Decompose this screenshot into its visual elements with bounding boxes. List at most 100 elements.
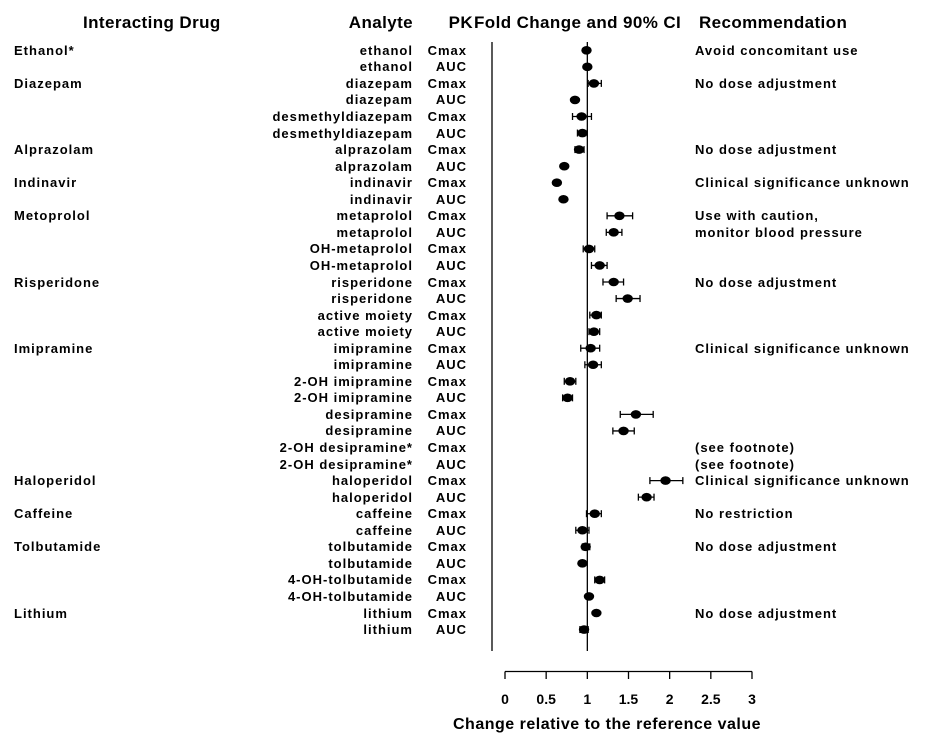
point-estimate xyxy=(577,128,588,138)
point-estimate xyxy=(581,46,592,55)
point-estimate xyxy=(576,112,587,121)
drug-label: Diazepam xyxy=(14,75,83,91)
pk-label: AUC xyxy=(435,224,467,240)
analyte-label: diazepam xyxy=(345,75,413,91)
point-estimate xyxy=(608,228,619,237)
pk-label: AUC xyxy=(435,390,467,406)
point-estimate xyxy=(573,145,585,154)
x-axis-tick-label: 3 xyxy=(748,691,756,707)
point-estimate xyxy=(594,575,605,585)
recommendation-label: No dose adjustment xyxy=(695,539,838,555)
pk-label: Cmax xyxy=(427,109,467,124)
pk-label: Cmax xyxy=(427,406,467,422)
pk-label: AUC xyxy=(435,522,467,538)
drug-label: Imipramine xyxy=(14,340,94,356)
analyte-label: 4-OH-tolbutamide xyxy=(287,572,413,588)
point-estimate xyxy=(562,393,573,403)
analyte-label: metaprolol xyxy=(336,208,413,224)
pk-label: Cmax xyxy=(427,241,467,257)
point-estimate xyxy=(559,161,570,171)
recommendation-label: No dose adjustment xyxy=(695,274,838,290)
pk-label: AUC xyxy=(435,291,467,307)
drug-label: Indinavir xyxy=(14,175,78,191)
analyte-label: desipramine xyxy=(325,406,413,422)
recommendation-label: Clinical significance unknown xyxy=(695,175,910,191)
analyte-label: active moiety xyxy=(317,307,413,323)
recommendation-label: (see footnote) xyxy=(695,440,795,455)
recommendation-label: No dose adjustment xyxy=(695,75,838,91)
recommendation-label: Use with caution, xyxy=(695,208,819,224)
x-axis-tick-label: 1.5 xyxy=(618,691,639,707)
recommendation-label: No dose adjustment xyxy=(695,142,838,158)
pk-label: Cmax xyxy=(427,572,467,588)
drug-label: Metoprolol xyxy=(14,208,91,224)
point-estimate xyxy=(614,211,625,221)
point-estimate xyxy=(594,261,605,270)
pk-label: Cmax xyxy=(427,440,467,455)
pk-label: Cmax xyxy=(427,208,467,224)
point-estimate xyxy=(591,608,602,618)
point-estimate xyxy=(588,327,600,336)
analyte-label: 2-OH imipramine xyxy=(293,390,413,406)
analyte-label: active moiety xyxy=(317,324,413,340)
analyte-label: diazepam xyxy=(345,92,413,108)
pk-label: Cmax xyxy=(427,340,467,356)
drug-label: Caffeine xyxy=(14,506,74,522)
pk-label: Cmax xyxy=(427,373,467,389)
point-estimate xyxy=(589,509,600,518)
point-estimate xyxy=(587,360,599,370)
analyte-label: desipramine xyxy=(325,423,413,439)
analyte-label: desmethyldiazepam xyxy=(272,109,413,124)
pk-label: AUC xyxy=(435,324,467,340)
pk-label: AUC xyxy=(435,257,467,273)
analyte-label: desmethyldiazepam xyxy=(272,125,413,141)
point-estimate xyxy=(585,343,596,353)
pk-label: AUC xyxy=(435,92,467,108)
analyte-label: caffeine xyxy=(355,522,413,538)
recommendation-label: No restriction xyxy=(695,506,794,522)
analyte-label: ethanol xyxy=(359,42,413,58)
analyte-label: indinavir xyxy=(349,191,413,207)
recommendation-label: Clinical significance unknown xyxy=(695,473,910,489)
analyte-label: ethanol xyxy=(359,59,413,75)
pk-label: Cmax xyxy=(427,307,467,323)
point-estimate xyxy=(630,410,642,419)
column-header-recommendation: Recommendation xyxy=(699,13,848,32)
analyte-label: caffeine xyxy=(355,506,413,522)
analyte-label: haloperidol xyxy=(331,473,413,489)
point-estimate xyxy=(577,559,588,568)
pk-label: AUC xyxy=(435,357,467,373)
recommendation-label: No dose adjustment xyxy=(695,605,838,621)
analyte-label: 2-OH desipramine* xyxy=(279,440,413,455)
analyte-label: 2-OH imipramine xyxy=(293,373,413,389)
point-estimate xyxy=(564,377,576,386)
column-header-pk: PK xyxy=(448,13,473,32)
analyte-label: alprazolam xyxy=(335,158,413,174)
analyte-label: tolbutamide xyxy=(328,539,413,555)
point-estimate xyxy=(577,525,588,535)
analyte-label: imipramine xyxy=(333,340,413,356)
analyte-label: 4-OH-tolbutamide xyxy=(287,588,413,604)
point-estimate xyxy=(583,592,595,601)
analyte-label: haloperidol xyxy=(331,489,413,505)
pk-label: AUC xyxy=(435,456,467,472)
analyte-label: risperidone xyxy=(331,291,413,307)
point-estimate xyxy=(622,294,633,303)
analyte-label: alprazolam xyxy=(335,142,413,158)
analyte-label: metaprolol xyxy=(336,224,413,240)
analyte-label: 2-OH desipramine* xyxy=(279,456,413,472)
point-estimate xyxy=(578,625,590,634)
point-estimate xyxy=(641,492,652,502)
pk-label: Cmax xyxy=(427,605,467,621)
drug-label: Lithium xyxy=(14,605,68,621)
analyte-label: OH-metaprolol xyxy=(309,241,413,257)
column-header-interacting-drug: Interacting Drug xyxy=(83,13,221,32)
pk-label: AUC xyxy=(435,59,467,75)
pk-label: Cmax xyxy=(427,506,467,522)
drug-label: Ethanol* xyxy=(14,42,75,58)
point-estimate xyxy=(618,426,629,436)
point-estimate xyxy=(583,244,595,254)
analyte-label: tolbutamide xyxy=(328,555,413,571)
column-header-fold-change: Fold Change and 90% CI xyxy=(474,13,682,32)
